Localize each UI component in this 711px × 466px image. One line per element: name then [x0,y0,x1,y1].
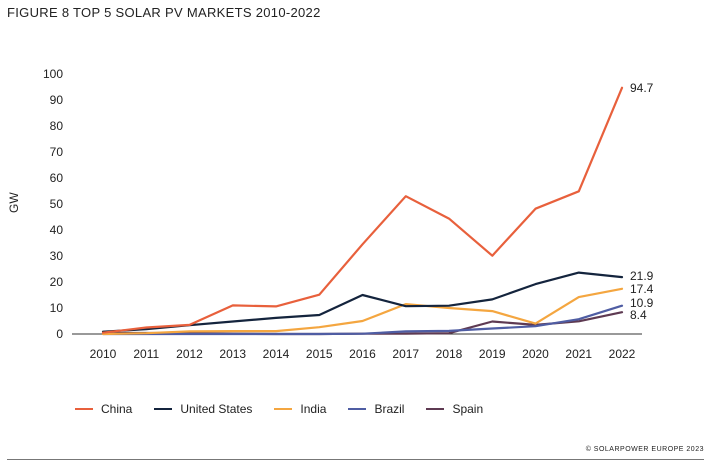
end-label-brazil: 10.9 [630,296,654,310]
x-tick-label: 2017 [392,347,419,361]
end-label-spain: 8.4 [630,308,647,322]
bottom-divider [7,459,704,460]
y-tick-label: 70 [50,145,64,159]
figure-title: FIGURE 8 TOP 5 SOLAR PV MARKETS 2010-202… [7,5,321,20]
legend-item-china: China [75,402,132,416]
legend-swatch [154,408,173,410]
legend-label: China [101,402,133,416]
x-tick-label: 2016 [349,347,376,361]
y-tick-label: 90 [50,93,64,107]
legend-swatch [75,408,93,410]
x-tick-label: 2020 [522,347,549,361]
series-line-united-states [101,271,624,333]
x-tick-label: 2018 [436,347,463,361]
series-line-china [101,86,624,334]
series-lines [101,86,624,336]
x-tick-label: 2010 [90,347,117,361]
y-tick-label: 40 [50,223,64,237]
legend-label: India [300,402,327,416]
legend-label: Spain [452,402,484,416]
legend-item-united-states: United States [154,402,252,416]
legend-item-spain: Spain [426,402,483,416]
y-tick-label: 0 [56,327,63,341]
end-value-labels: 94.7 21.917.410.98.4 [630,81,654,322]
y-tick-label: 10 [50,301,64,315]
series-line-brazil [101,304,624,336]
x-tick-label: 2022 [609,347,636,361]
x-tick-label: 2011 [133,347,159,361]
x-tick-labels: 2010 2011 2012 2013 2014 2015 2016 2017 2018 2019… [90,347,636,361]
legend-swatch [426,408,445,410]
x-tick-label: 2012 [176,347,203,361]
legend-item-brazil: Brazil [348,402,404,416]
y-tick-label: 20 [50,275,64,289]
y-tick-label: 60 [50,171,64,185]
end-label-india: 17.4 [630,282,654,296]
legend-swatch [348,408,367,410]
legend-item-india: India [274,402,326,416]
x-tick-label: 2019 [479,347,506,361]
x-tick-label: 2015 [306,347,333,361]
legend-label: Brazil [374,402,405,416]
y-tick-labels: 0 10 20 30 40 50 60 70 80 90 100 [43,67,63,341]
x-tick-label: 2013 [219,347,246,361]
end-label-united-states: 21.9 [630,269,654,283]
x-tick-label: 2021 [565,347,592,361]
end-label-china: 94.7 [630,81,654,95]
legend-swatch [274,408,293,410]
y-tick-label: 100 [43,67,63,81]
chart-legend: China United States India Brazil Spain [75,402,505,416]
y-tick-label: 50 [50,197,64,211]
series-line-india [101,287,624,336]
y-tick-label: 30 [50,249,64,263]
y-tick-label: 80 [50,119,64,133]
credit-text: © SOLARPOWER EUROPE 2023 [585,446,704,453]
x-tick-label: 2014 [263,347,290,361]
legend-label: United States [180,402,253,416]
